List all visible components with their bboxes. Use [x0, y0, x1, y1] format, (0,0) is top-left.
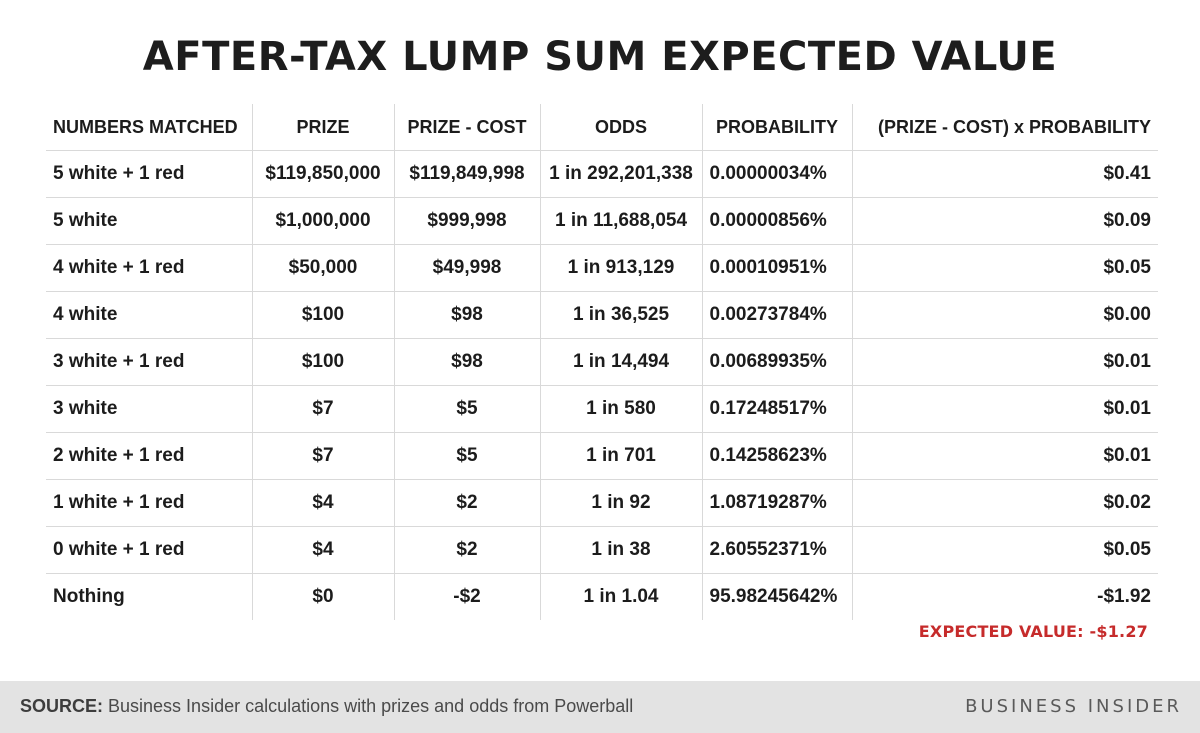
cell-probability: 2.60552371% [701, 526, 852, 574]
cell-prize: $100 [251, 291, 394, 339]
table-row: 5 white $1,000,000 $999,998 1 in 11,688,054… [46, 197, 1158, 245]
cell-weighted-value: $0.01 [851, 385, 1158, 433]
cell-weighted-value: -$1.92 [851, 573, 1158, 620]
cell-probability: 0.00010951% [701, 244, 852, 292]
cell-prize: $100 [251, 338, 394, 386]
cell-prize: $0 [251, 573, 394, 620]
cell-probability: 0.00273784% [701, 291, 852, 339]
cell-weighted-value: $0.05 [851, 526, 1158, 574]
cell-numbers-matched: 4 white + 1 red [46, 244, 252, 292]
cell-odds: 1 in 913,129 [539, 244, 702, 292]
column-header-probability: PROBABILITY [701, 104, 852, 151]
expected-value-total: EXPECTED VALUE: -$1.27 [918, 622, 1148, 641]
cell-probability: 0.00000856% [701, 197, 852, 245]
cell-numbers-matched: Nothing [46, 573, 252, 620]
cell-probability: 0.00689935% [701, 338, 852, 386]
cell-odds: 1 in 11,688,054 [539, 197, 702, 245]
cell-prize: $4 [251, 526, 394, 574]
cell-prize-minus-cost: $98 [393, 338, 540, 386]
cell-weighted-value: $0.00 [851, 291, 1158, 339]
cell-numbers-matched: 1 white + 1 red [46, 479, 252, 527]
footer-bar: SOURCE: Business Insider calculations wi… [0, 681, 1200, 733]
cell-prize: $1,000,000 [251, 197, 394, 245]
table-header-row: NUMBERS MATCHED PRIZE PRIZE - COST ODDS … [46, 104, 1158, 151]
cell-weighted-value: $0.01 [851, 338, 1158, 386]
cell-prize-minus-cost: $98 [393, 291, 540, 339]
cell-prize-minus-cost: $5 [393, 385, 540, 433]
cell-prize: $7 [251, 432, 394, 480]
cell-prize-minus-cost: $119,849,998 [393, 150, 540, 198]
cell-probability: 0.00000034% [701, 150, 852, 198]
cell-probability: 0.14258623% [701, 432, 852, 480]
table-row: 2 white + 1 red $7 $5 1 in 701 0.14258623% $0… [46, 432, 1158, 480]
cell-odds: 1 in 1.04 [539, 573, 702, 620]
table-body: 5 white + 1 red $119,850,000 $119,849,998 1… [46, 150, 1158, 620]
table-row: 5 white + 1 red $119,850,000 $119,849,998 1… [46, 150, 1158, 198]
column-header-prize-minus-cost: PRIZE - COST [393, 104, 540, 151]
cell-prize-minus-cost: $5 [393, 432, 540, 480]
cell-prize-minus-cost: $2 [393, 479, 540, 527]
cell-numbers-matched: 0 white + 1 red [46, 526, 252, 574]
cell-weighted-value: $0.02 [851, 479, 1158, 527]
cell-prize-minus-cost: $999,998 [393, 197, 540, 245]
chart-title: AFTER-TAX LUMP SUM EXPECTED VALUE [142, 34, 1058, 80]
source-label: SOURCE: [20, 696, 104, 716]
column-header-numbers-matched: NUMBERS MATCHED [53, 116, 238, 137]
cell-numbers-matched: 3 white [46, 385, 252, 433]
table-row: Nothing $0 -$2 1 in 1.04 95.98245642% -$1.92 [46, 573, 1158, 620]
cell-numbers-matched: 4 white [46, 291, 252, 339]
cell-weighted-value: $0.05 [851, 244, 1158, 292]
cell-numbers-matched: 2 white + 1 red [46, 432, 252, 480]
cell-odds: 1 in 292,201,338 [539, 150, 702, 198]
table-row: 3 white $7 $5 1 in 580 0.17248517% $0.01 [46, 385, 1158, 433]
cell-prize-minus-cost: $2 [393, 526, 540, 574]
cell-odds: 1 in 580 [539, 385, 702, 433]
table-row: 1 white + 1 red $4 $2 1 in 92 1.08719287% $0.… [46, 479, 1158, 527]
table-row: 0 white + 1 red $4 $2 1 in 38 2.60552371% $0.… [46, 526, 1158, 574]
cell-odds: 1 in 38 [539, 526, 702, 574]
cell-prize: $119,850,000 [251, 150, 394, 198]
cell-probability: 1.08719287% [701, 479, 852, 527]
expected-value-table: NUMBERS MATCHED PRIZE PRIZE - COST ODDS … [46, 104, 1158, 620]
cell-prize: $50,000 [251, 244, 394, 292]
cell-odds: 1 in 92 [539, 479, 702, 527]
cell-odds: 1 in 701 [539, 432, 702, 480]
column-header-weighted-value: (PRIZE - COST) x PROBABILITY [851, 104, 1158, 151]
cell-weighted-value: $0.01 [851, 432, 1158, 480]
table-row: 4 white $100 $98 1 in 36,525 0.00273784% $0.0… [46, 291, 1158, 339]
table-row: 3 white + 1 red $100 $98 1 in 14,494 0.00689… [46, 338, 1158, 386]
cell-prize-minus-cost: -$2 [393, 573, 540, 620]
business-insider-logo: BUSINESS INSIDER [965, 696, 1182, 717]
table-row: 4 white + 1 red $50,000 $49,998 1 in 913,12… [46, 244, 1158, 292]
cell-probability: 0.17248517% [701, 385, 852, 433]
cell-prize: $7 [251, 385, 394, 433]
cell-odds: 1 in 36,525 [539, 291, 702, 339]
column-header-odds: ODDS [539, 104, 702, 151]
column-header-prize: PRIZE [251, 104, 394, 151]
cell-probability: 95.98245642% [701, 573, 852, 620]
cell-prize-minus-cost: $49,998 [393, 244, 540, 292]
cell-odds: 1 in 14,494 [539, 338, 702, 386]
cell-prize: $4 [251, 479, 394, 527]
cell-numbers-matched: 5 white + 1 red [46, 150, 252, 198]
cell-weighted-value: $0.09 [851, 197, 1158, 245]
source-text: Business Insider calculations with prize… [103, 696, 634, 716]
cell-weighted-value: $0.41 [851, 150, 1158, 198]
cell-numbers-matched: 3 white + 1 red [46, 338, 252, 386]
cell-numbers-matched: 5 white [46, 197, 252, 245]
source-note: SOURCE: Business Insider calculations wi… [20, 696, 633, 717]
